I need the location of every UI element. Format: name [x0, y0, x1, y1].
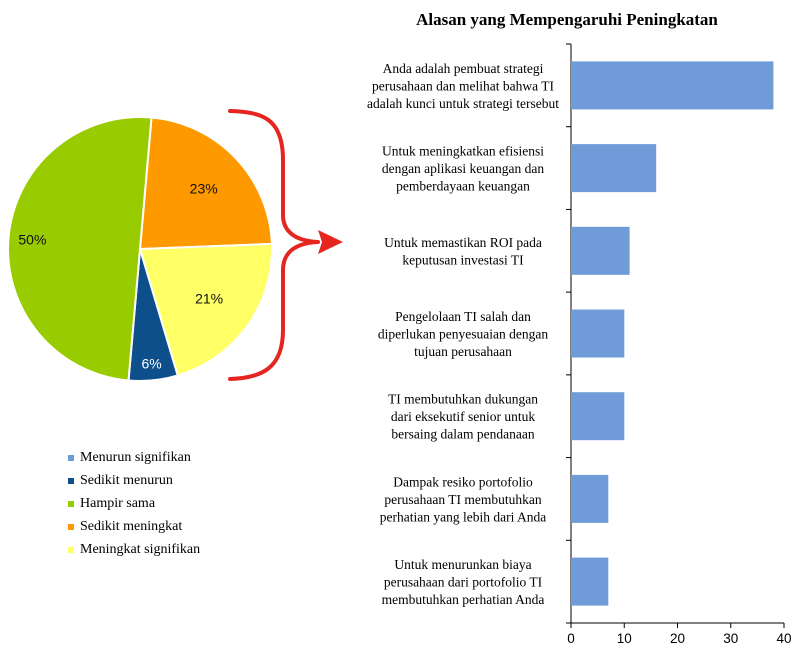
pie-legend: Menurun signifikan Sedikit menurun Hampir … [68, 446, 200, 561]
legend-item-sedikit-meningkat: Sedikit meningkat [68, 515, 200, 538]
legend-label: Sedikit menurun [80, 472, 173, 488]
legend-swatch [68, 500, 74, 507]
legend-label: Sedikit meningkat [80, 518, 183, 534]
x-tick-label: 40 [776, 631, 791, 646]
bar-3 [571, 226, 630, 275]
pie-label-meningkat-signifikan: 21% [195, 291, 223, 307]
legend-item-sedikit-menurun: Sedikit menurun [68, 469, 200, 492]
category-label-1: Anda adalah pembuat strategi perusahaan d… [367, 61, 559, 111]
pie-label-sedikit-menurun: 6% [141, 355, 161, 371]
category-label-6: Dampak resiko portofolio perusahaan TI me… [380, 474, 546, 524]
legend-swatch [68, 454, 74, 461]
legend-swatch [68, 546, 74, 553]
category-label-3: Untuk memastikan ROI pada keputusan inves… [384, 235, 542, 268]
bar-chart: Alasan yang Mempengaruhi Peningkatan 0 10… [367, 10, 791, 646]
pie-chart: 23% 21% 6% 50% [7, 116, 273, 382]
legend-label: Menurun signifikan [80, 449, 191, 465]
pie-slice-meningkat-signifikan [138, 242, 273, 377]
category-label-2: Untuk meningkatkan efisiensi dengan aplik… [382, 144, 545, 194]
legend-swatch [68, 523, 74, 530]
bar-2 [571, 144, 657, 193]
bar-7 [571, 557, 609, 606]
pie-slice-hampir-sama [7, 116, 153, 382]
x-tick-label: 0 [567, 631, 575, 646]
legend-label: Meningkat signifikan [80, 541, 201, 557]
category-label-4: Pengelolaan TI salah dan diperlukan penye… [378, 309, 548, 359]
category-label-7: Untuk menurunkan biaya perusahaan dari po… [382, 557, 545, 607]
legend-swatch [68, 477, 74, 484]
bar-chart-title: Alasan yang Mempengaruhi Peningkatan [416, 10, 718, 29]
x-tick-label: 20 [670, 631, 685, 646]
pie-slice-sedikit-meningkat [138, 116, 273, 251]
x-tick-label: 10 [617, 631, 632, 646]
legend-label: Hampir sama [80, 495, 156, 511]
bar-4 [571, 309, 625, 358]
category-label-5: TI membutuhkan dukungan dari eksekutif se… [388, 392, 538, 442]
x-tick-label: 30 [723, 631, 738, 646]
bracket-curve [228, 109, 320, 381]
bar-5 [571, 392, 625, 441]
bar-1 [571, 61, 774, 110]
legend-item-hampir-sama: Hampir sama [68, 492, 200, 515]
legend-item-meningkat-signifikan: Meningkat signifikan [68, 538, 200, 561]
highlight-bracket [228, 109, 343, 381]
pie-label-hampir-sama: 50% [18, 232, 46, 248]
legend-item-menurun-signifikan: Menurun signifikan [68, 446, 200, 469]
arrow-head-icon [318, 230, 343, 254]
pie-label-sedikit-meningkat: 23% [190, 180, 218, 196]
bar-6 [571, 474, 609, 523]
